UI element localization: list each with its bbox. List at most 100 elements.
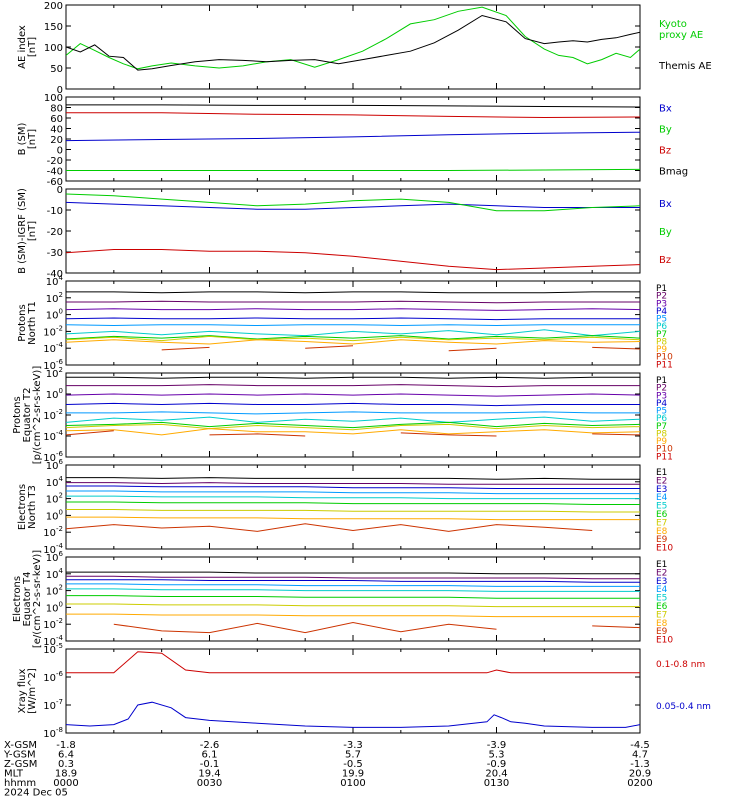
legend-entry: P6 [656,414,667,424]
series-line-p3 [66,308,640,311]
legend-entry: P8 [656,429,667,439]
panel-1: 0 50 100 150 200 AE index[nT] Kyoto proxy AE The… [17,1,712,96]
series-line-p4 [66,402,640,407]
y-tick-label: 200 [44,1,63,12]
y-tick-label: 10-2 [43,408,63,422]
legend-entry: P1 [656,284,667,294]
series-line-0-1-0-8-nm [66,651,640,674]
y-tick-label: 104 [46,475,64,489]
footer-row-label: Z-GSM [4,759,37,770]
y-axis-label: ProtonsNorth T1 [17,301,38,345]
legend-entry: E4 [656,493,668,503]
footer-value: 0130 [484,778,509,789]
series-line-e3 [66,579,640,583]
legend-entry: E9 [656,535,668,545]
legend-entry: Themis AE [658,61,712,72]
series-group [66,193,640,271]
y-tick-label: 10-6 [43,670,63,684]
legend-entry: P5 [656,315,667,325]
legend-entry: Bz [659,255,671,266]
legend-entry: P10 [656,445,673,455]
series-line-e8 [66,613,640,618]
legend-entry: E4 [656,585,668,595]
series-line-e9 [66,523,593,532]
panel-frame [65,556,641,642]
legend-entry: E6 [656,602,668,612]
series-line-by [66,193,640,212]
y-tick-label: 80 [50,104,63,115]
legend-entry: P9 [656,437,667,447]
y-tick-label: -60 [47,177,63,188]
legend-entry: E8 [656,619,668,629]
y-tick-label: 10-4 [43,341,63,355]
legend-entry: P5 [656,407,667,417]
y-tick-label: 102 [46,291,63,305]
panel-frame [65,464,641,550]
legend-entry: Kyoto proxy AE [659,19,703,41]
footer-value: 19.4 [198,769,220,780]
series-line-p10 [66,430,640,437]
y-axis-label: ElectronsEquator T4[e/(cm^2-s-sr-keV)] [12,550,43,648]
series-line-bz [66,249,640,271]
y-axis-label: ProtonsEquator T2[p/(cm^2-sr-s-keV)] [12,366,43,465]
series-group [66,651,640,728]
series-group [66,6,640,71]
panel-frame [65,96,641,182]
legend-entry: P4 [656,399,667,409]
series-line-e6 [66,595,640,599]
series-line-e5 [66,588,640,592]
panel-3: -40 -30 -20 -10 0 B (SM)-IGRF (SM)[nT] Bx By Bz [17,185,672,280]
legend-entry: Bz [659,146,671,157]
y-tick-label: 0 [57,146,63,157]
footer-value: 5.7 [345,750,361,761]
series-group [66,477,640,532]
series-line-p6 [66,329,640,337]
series-line-bmag [66,104,640,108]
footer-value: -0.9 [487,759,507,770]
legend-entry: 0.05-0.4 nm [656,702,711,712]
y-tick-label: 104 [46,274,64,288]
legend-entry: P4 [656,307,667,317]
legend-entry: Bx [659,104,672,115]
series-line-p2 [66,384,640,388]
series-line-p8 [66,335,640,342]
footer-value: 20.4 [485,769,507,780]
y-tick-label: 100 [46,600,63,614]
panel-frame [65,188,641,274]
series-line-kyoto-proxy-ae [66,6,640,70]
legend-entry: P2 [656,384,667,394]
legend-entry: Bx [659,199,672,210]
series-line-e1 [66,571,640,575]
footer-value: 0000 [53,778,78,789]
footer-value: 0200 [627,778,652,789]
series-line-e9 [113,621,640,634]
legend-entry: P3 [656,391,667,401]
y-tick-label: 40 [50,125,63,136]
footer-value: -0.5 [343,759,363,770]
series-line-e7 [66,509,640,513]
series-line-e4 [66,490,640,495]
series-group [66,571,640,634]
footer-value: -1.8 [56,740,76,751]
legend-entry: By [659,227,672,238]
series-line-e1 [66,477,640,480]
footer-row-label: X-GSM [4,740,37,751]
footer-value: 5.3 [489,750,505,761]
legend-entry: P2 [656,292,667,302]
y-tick-label: 10-2 [43,525,63,539]
y-tick-label: -40 [47,269,63,280]
legend-entry: E2 [656,568,667,578]
footer-value: -1.3 [630,759,650,770]
legend-entry: E6 [656,510,668,520]
y-axis-label: ElectronsNorth T3 [17,484,38,530]
footer-value: 18.9 [55,769,77,780]
series-line-p4 [66,317,640,321]
series-group [66,291,640,352]
series-line-bx [66,201,640,210]
footer-value: 6.4 [58,750,74,761]
y-tick-label: 106 [46,458,64,472]
panel-frame [65,280,641,366]
